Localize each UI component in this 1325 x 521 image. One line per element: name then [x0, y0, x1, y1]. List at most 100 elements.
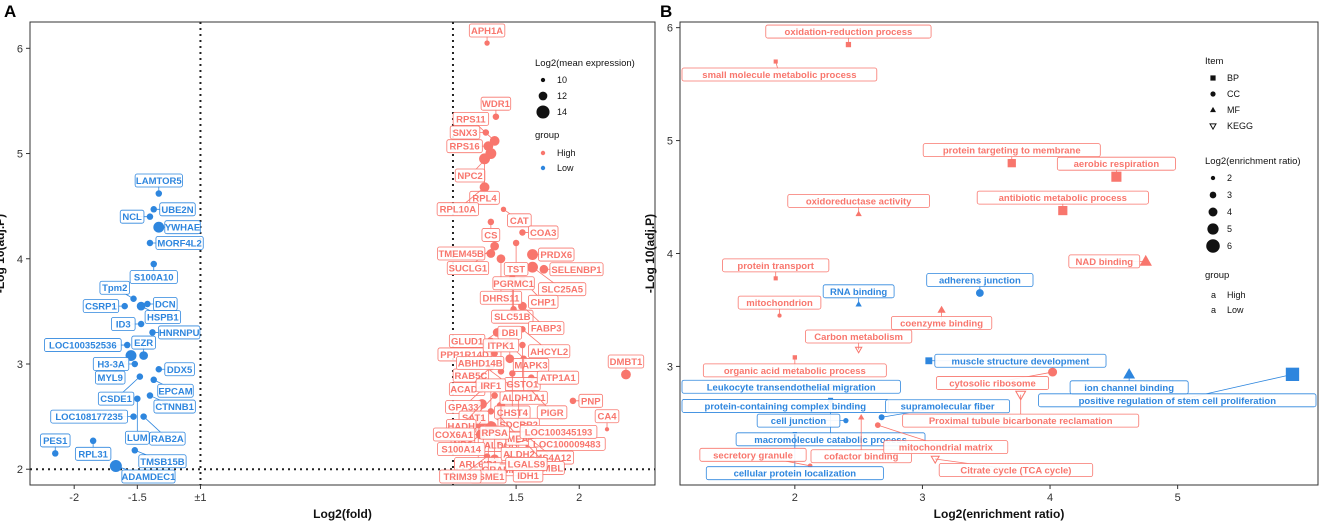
point-label-box: [505, 457, 548, 471]
point-label-box: [449, 125, 481, 140]
point-label-text: ITPK1: [487, 341, 515, 352]
point-label-box: [538, 282, 587, 297]
point-label-text: NPC2: [457, 171, 482, 182]
point-label-box: [578, 393, 604, 408]
legend-group-label: Low: [557, 163, 574, 173]
point-label-box: [436, 202, 479, 217]
point-label-text: CTNNB1: [155, 402, 194, 413]
panel-a-x-tick-label: 1.5: [508, 492, 523, 504]
panel-b-x-tick-label: 4: [1047, 492, 1053, 504]
point-label-box: [681, 379, 901, 394]
point-label-text: TMSB15B: [140, 457, 184, 468]
point-label-text: macromolecule catabolic process: [754, 435, 907, 446]
point-label-text: cofactor binding: [824, 452, 899, 463]
point-label-text: NCL: [122, 212, 142, 223]
point-label-box: [503, 262, 529, 276]
point-label-box: [40, 433, 71, 448]
legend-size-title: Log2(enrichment ratio): [1205, 156, 1301, 167]
panel-a-x-tick-label: -2: [69, 492, 79, 504]
point-label-box: [536, 405, 568, 420]
point-label-box: [702, 363, 887, 378]
point-label-text: ARL6IP1: [459, 460, 499, 471]
point-label-text: LOC100352536: [49, 341, 117, 352]
point-label-box: [482, 338, 520, 353]
point-label-box: [1069, 380, 1189, 395]
point-label-text: DHRS11: [482, 293, 520, 304]
point-label-text: EZR: [134, 338, 153, 349]
point-label-box: [934, 353, 1107, 368]
legend-size-label: 12: [557, 91, 567, 101]
point-label-text: ID3: [116, 320, 131, 331]
point-label-text: DDX5: [167, 365, 193, 376]
point-label-text: adherens junction: [939, 276, 1021, 287]
point-label-box: [164, 362, 195, 377]
legend-size-label: 14: [557, 107, 567, 117]
legend-item-symbol: [1210, 75, 1216, 81]
point-label-box: [469, 190, 500, 205]
point-label-text: SLC51B: [494, 312, 531, 323]
point-label-text: oxidation-reduction process: [785, 27, 913, 38]
point-label-box: [437, 442, 486, 457]
point-label-text: aerobic respiration: [1074, 159, 1160, 170]
point-label-box: [491, 309, 534, 324]
point-label-box: [902, 413, 1140, 428]
legend-group-label: High: [557, 148, 576, 158]
point-label-text: DBI: [502, 328, 518, 339]
point-label-box: [50, 409, 128, 424]
point-label-box: [129, 270, 178, 284]
point-label-text: ALDH1A1: [502, 393, 547, 404]
point-label-text: MS4A12: [534, 453, 571, 464]
point-label-text: RPL4: [472, 193, 497, 204]
point-label-box: [99, 280, 130, 295]
data-point: [937, 305, 946, 313]
point-label-text: LOC108177235: [55, 412, 123, 423]
point-label-text: ACADS: [450, 385, 484, 396]
point-label-text: ion channel binding: [1084, 383, 1174, 394]
point-label-text: small molecule metabolic process: [702, 70, 856, 81]
point-label-text: ALDOB: [484, 441, 518, 452]
point-label-box: [138, 454, 187, 469]
point-label-text: H3-3A: [97, 359, 125, 370]
panel-b-label: B: [660, 2, 672, 21]
point-label-text: mitochondrial matrix: [899, 443, 994, 454]
point-label-text: TST: [507, 264, 525, 275]
legend-size-label: 3: [1227, 190, 1232, 200]
point-label-text: CHST4: [497, 408, 529, 419]
point-label-box: [549, 262, 604, 277]
point-label-text: protein-containing complex binding: [705, 401, 867, 412]
panel-b-x-tick-label: 3: [919, 492, 925, 504]
point-label-box: [805, 329, 913, 344]
point-label-text: ATP1A1: [540, 373, 576, 384]
legend-item-label: BP: [1227, 73, 1239, 83]
point-label-box: [722, 258, 830, 273]
legend-item-title: Item: [1205, 56, 1224, 67]
point-label-box: [938, 463, 1094, 477]
point-label-text: GSTO1: [506, 380, 539, 391]
panel-a-x-tick-label: ±1: [194, 492, 206, 504]
point-label-box: [890, 316, 993, 330]
data-point: [123, 341, 131, 349]
point-label-text: LUM: [127, 433, 148, 444]
point-label-text: MORF4L2: [157, 238, 201, 249]
point-label-text: RNA binding: [830, 287, 887, 298]
point-label-box: [82, 299, 120, 314]
point-label-box: [935, 376, 1049, 390]
legend-size-symbol: [538, 91, 548, 101]
point-label-box: [97, 391, 135, 406]
point-label-box: [528, 321, 565, 336]
point-label-text: mitochondrion: [746, 298, 813, 309]
point-label-text: YWHAE: [165, 223, 200, 234]
point-label-box: [149, 431, 186, 446]
point-label-box: [737, 295, 822, 310]
panel-b-x-tick-label: 2: [792, 492, 798, 504]
legend-item-symbol: [1210, 91, 1216, 97]
point-label-text: PES1: [43, 436, 68, 447]
legend-item-label: CC: [1227, 89, 1240, 99]
point-label-box: [119, 209, 145, 224]
point-label-text: SNX3: [453, 128, 478, 139]
legend-group-label: Low: [1227, 305, 1244, 315]
point-label-box: [158, 325, 201, 340]
point-label-text: GLUD1: [451, 336, 484, 347]
point-label-box: [822, 284, 895, 299]
